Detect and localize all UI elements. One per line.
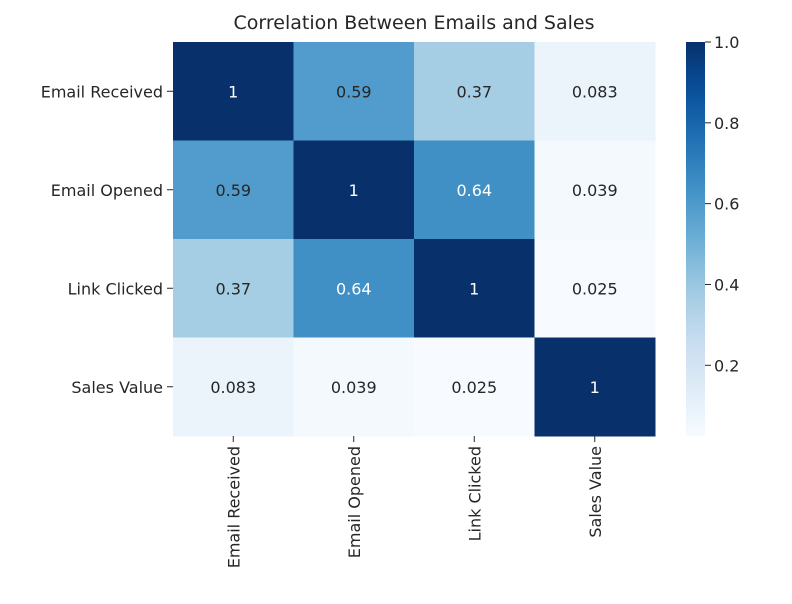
column-tick-label: Email Received — [224, 446, 243, 568]
cell-value-label: 0.59 — [215, 181, 251, 200]
heatmap-cell — [293, 140, 415, 240]
heatmap-cell — [173, 337, 294, 437]
cell-value-label: 0.039 — [331, 378, 377, 397]
heatmap-cell — [414, 42, 535, 141]
row-tick-labels: Email Received Email Opened Link Clicked Sa… — [41, 82, 173, 397]
heatmap-cell — [414, 337, 535, 437]
column-tick-label: Link Clicked — [465, 446, 484, 541]
row-tick-label: Email Received — [41, 82, 163, 101]
cell-value-label: 1 — [590, 378, 600, 397]
cell-value-label: 0.64 — [336, 279, 372, 298]
colorbar-tick-label: 0.4 — [714, 275, 739, 294]
column-tick-labels: Email Received Email Opened Link Clicked Sa… — [224, 436, 605, 568]
colorbar-gradient — [686, 42, 705, 436]
row-tick-label: Sales Value — [71, 378, 163, 397]
column-tick-label: Sales Value — [586, 446, 605, 538]
colorbar: 1.0 0.8 0.6 0.4 0.2 — [686, 33, 739, 436]
colorbar-tick-label: 0.2 — [714, 356, 739, 375]
heatmap-cell — [534, 239, 656, 338]
colorbar-tick-label: 0.6 — [714, 195, 739, 214]
heatmap-cell — [534, 337, 656, 437]
cell-value-label: 0.083 — [572, 82, 618, 101]
cell-value-label: 1 — [228, 82, 238, 101]
heatmap-cell — [173, 42, 294, 141]
heatmap-cell — [414, 140, 535, 240]
cell-value-label: 0.37 — [215, 279, 251, 298]
cell-value-label: 0.025 — [451, 378, 497, 397]
cell-value-label: 0.025 — [572, 279, 618, 298]
row-tick-label: Link Clicked — [68, 279, 163, 298]
chart-title: Correlation Between Emails and Sales — [234, 12, 595, 34]
heatmap-cell — [293, 239, 415, 338]
cell-value-label: 0.039 — [572, 181, 618, 200]
heatmap-cell — [173, 239, 294, 338]
heatmap-cells: 1 0.59 0.37 0.083 0.59 1 0.64 0.039 0.37 0.64 1 0.0… — [173, 42, 656, 437]
heatmap-cell — [534, 140, 656, 240]
column-tick-label: Email Opened — [345, 446, 364, 558]
cell-value-label: 1 — [349, 181, 359, 200]
cell-value-label: 0.37 — [456, 82, 492, 101]
colorbar-tick-label: 0.8 — [714, 114, 739, 133]
colorbar-tick-label: 1.0 — [714, 33, 739, 52]
heatmap-cell — [173, 140, 294, 240]
heatmap-cell — [534, 42, 656, 141]
cell-value-label: 1 — [469, 279, 479, 298]
row-tick-label: Email Opened — [51, 181, 163, 200]
heatmap-cell — [293, 42, 415, 141]
cell-value-label: 0.59 — [336, 82, 372, 101]
heatmap-cell — [293, 337, 415, 437]
cell-value-label: 0.083 — [210, 378, 256, 397]
heatmap-cell — [414, 239, 535, 338]
cell-value-label: 0.64 — [456, 181, 492, 200]
